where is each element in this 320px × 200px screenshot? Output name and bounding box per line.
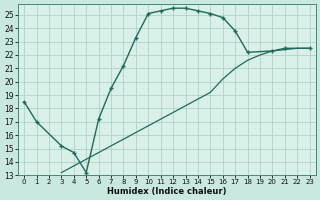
- X-axis label: Humidex (Indice chaleur): Humidex (Indice chaleur): [107, 187, 227, 196]
